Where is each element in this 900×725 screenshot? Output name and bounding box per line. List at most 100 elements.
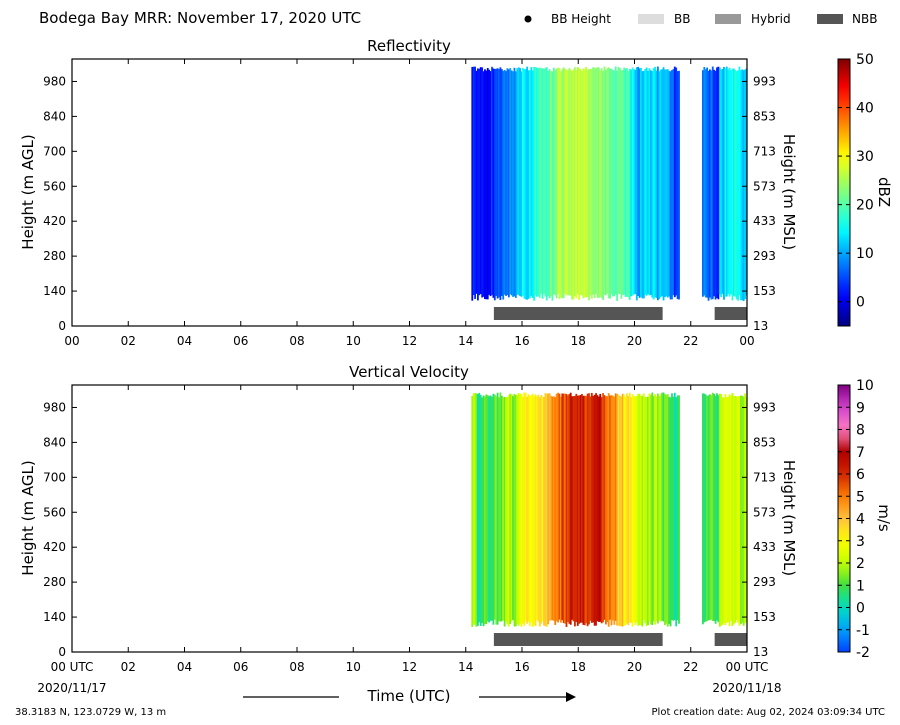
- heatmap-cell: [519, 68, 521, 297]
- heatmap-cell: [472, 66, 475, 296]
- heatmap-cell: [579, 69, 582, 296]
- heatmap-cell: [529, 70, 531, 299]
- heatmap-cell: [520, 71, 523, 297]
- heatmap-cell: [514, 71, 517, 298]
- heatmap-cell: [526, 396, 529, 624]
- heatmap-cell: [564, 68, 566, 294]
- y-tick-right-label: 993: [753, 74, 776, 88]
- heatmap-cell: [678, 70, 680, 300]
- y-tick-right-label: 13: [753, 645, 768, 659]
- heatmap-cell: [638, 393, 641, 626]
- heatmap-cell: [593, 67, 596, 298]
- heatmap-cell: [534, 67, 537, 295]
- heatmap-cell: [571, 71, 574, 300]
- heatmap-cell: [659, 394, 662, 622]
- heatmap-cell: [522, 396, 524, 624]
- heatmap-cell: [524, 392, 527, 622]
- heatmap-cell: [720, 69, 723, 298]
- heatmap-cell: [575, 393, 578, 622]
- heatmap-cell: [484, 396, 486, 625]
- x-axis: 00 UTC 02 04 06 08 10 12 14 16 18 20 22 00 UTC: [51, 385, 769, 674]
- x-tick-label: 00: [64, 334, 79, 348]
- heatmap-cell: [488, 396, 491, 623]
- heatmap-cell: [564, 393, 566, 624]
- heatmap-cell: [557, 67, 559, 294]
- heatmap-cell: [606, 396, 609, 623]
- heatmap-cell: [703, 66, 706, 296]
- heatmap-cell: [509, 393, 512, 624]
- end-date-label: 2020/11/18: [712, 681, 781, 695]
- heatmap-cell: [529, 395, 531, 627]
- heatmap-cell: [547, 393, 550, 625]
- heatmap-cell: [506, 397, 509, 625]
- heatmap-cell: [516, 394, 519, 625]
- y-tick-right-label: 13: [753, 319, 768, 333]
- heatmap-cell: [624, 68, 627, 297]
- heatmap-cell: [607, 67, 610, 299]
- heatmap-cell: [649, 394, 652, 625]
- y-tick-label: 840: [43, 435, 66, 449]
- heatmap-cell: [481, 397, 484, 624]
- reflectivity-panel: Reflectivity 00 02 04 06 08 10 12 14 16 18 20 22 00 …: [19, 37, 893, 348]
- heatmap-cell: [617, 394, 620, 627]
- heatmap-cell: [558, 68, 561, 299]
- heatmap-cell: [576, 395, 579, 626]
- heatmap-cell: [739, 70, 742, 301]
- y-axis-left: 0 140 280 420 560 700 840 980: [43, 74, 77, 333]
- heatmap-cell: [610, 395, 613, 626]
- heatmap-cell: [486, 395, 489, 622]
- heatmap-cell: [595, 393, 597, 626]
- heatmap-cell: [590, 68, 593, 299]
- y-axis-label-right: Height (m MSL): [780, 134, 798, 250]
- start-date-label: 2020/11/17: [37, 681, 106, 695]
- heatmap-cell: [502, 397, 505, 621]
- heatmap-cell: [737, 70, 739, 301]
- heatmap-cell: [742, 396, 745, 626]
- heatmap-cell: [498, 397, 500, 622]
- heatmap-cell: [741, 395, 744, 623]
- heatmap-cell: [527, 70, 530, 299]
- heatmap-cell: [585, 396, 588, 624]
- time-arrow-head: [566, 692, 576, 702]
- heatmap-cell: [527, 394, 530, 622]
- colorbar-tick-label: -1: [856, 623, 870, 639]
- x-tick-label: 00 UTC: [726, 660, 769, 674]
- heatmap-cell: [666, 69, 669, 298]
- heatmap-cell: [496, 392, 499, 625]
- colorbar-tick-label: 0: [856, 295, 865, 311]
- heatmap-cell: [661, 392, 664, 621]
- heatmap-cell: [662, 67, 665, 301]
- heatmap-cell: [581, 393, 583, 623]
- heatmap-cell: [626, 393, 628, 624]
- colorbar-tick-label: 3: [856, 534, 865, 550]
- heatmap-cell: [620, 70, 623, 299]
- heatmap-cell: [551, 396, 554, 621]
- heatmap-cell: [628, 392, 631, 623]
- y-tick-label: 700: [43, 470, 66, 484]
- heatmap-cell: [665, 69, 668, 297]
- x-tick-label: 12: [402, 660, 417, 674]
- heatmap-cell: [526, 66, 529, 300]
- y-tick-right-label: 713: [753, 470, 776, 484]
- heatmap-cell: [540, 395, 543, 624]
- heatmap-cell: [568, 68, 571, 296]
- heatmap-cell: [709, 69, 711, 298]
- legend-swatch-nbb: [817, 14, 843, 24]
- heatmap-cell: [619, 67, 621, 295]
- heatmap-cell: [600, 68, 603, 298]
- heatmap-cell: [610, 68, 613, 295]
- heatmap-cell: [479, 395, 482, 626]
- heatmap-cell: [533, 396, 536, 625]
- x-tick-label: 02: [121, 660, 136, 674]
- rain-class-bar: [493, 633, 663, 646]
- heatmap-cell: [582, 68, 585, 299]
- heatmap-cell: [672, 396, 675, 621]
- heatmap-cell: [493, 394, 496, 620]
- heatmap-cell: [565, 69, 568, 296]
- heatmap-cell: [538, 397, 541, 627]
- heatmap-cell: [645, 397, 648, 627]
- colorbar-tick-label: 8: [856, 423, 865, 439]
- x-tick-label: 06: [233, 334, 248, 348]
- colorbar-tick-label: 6: [856, 467, 865, 483]
- heatmap-cell: [706, 67, 709, 298]
